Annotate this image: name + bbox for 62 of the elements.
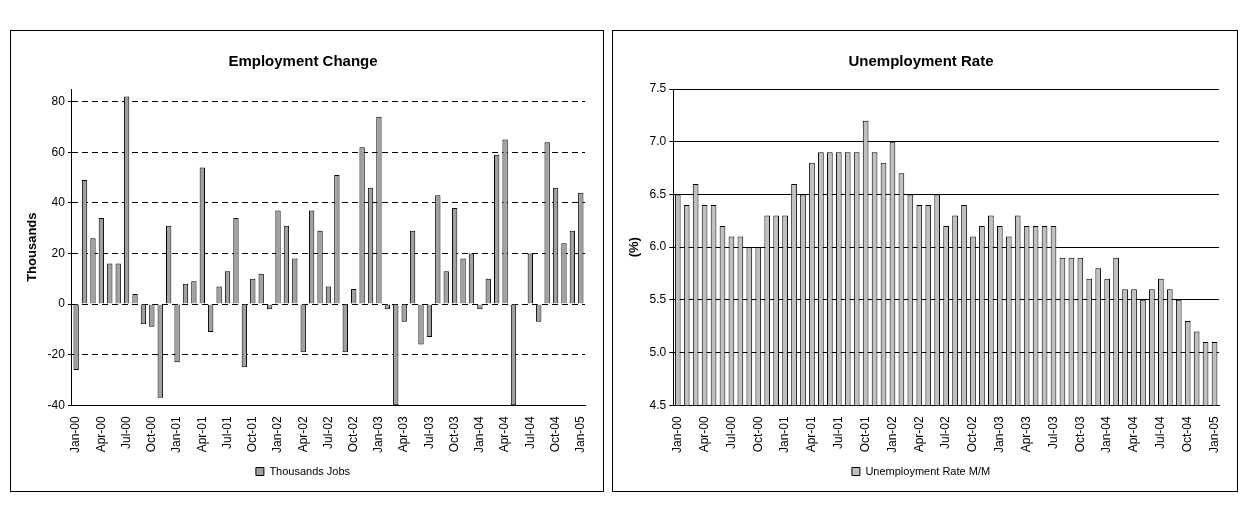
- x-tick-label: Apr-00: [93, 416, 108, 453]
- x-tick-label: Jul-04: [522, 415, 537, 449]
- y-tick-label: 6.5: [649, 186, 667, 201]
- x-tick-label: Oct-04: [1180, 415, 1194, 453]
- x-tick-label: Jul-00: [118, 415, 133, 449]
- x-tick-label: Oct-03: [446, 415, 461, 453]
- y-axis-title: Thousands: [24, 212, 40, 282]
- y-tick-label: 6.0: [649, 239, 667, 254]
- y-tick-label: 7.0: [649, 134, 667, 149]
- x-tick-label: Jan-04: [1099, 415, 1114, 454]
- x-tick-label: Oct-00: [144, 415, 159, 453]
- x-tick-label: Jan-02: [884, 415, 899, 454]
- x-tick-label: Jul-03: [1045, 415, 1060, 449]
- x-tick-label: Apr-03: [1018, 416, 1033, 453]
- y-tick-label: 20: [51, 245, 66, 260]
- x-tick-label: Jan-00: [670, 415, 685, 454]
- x-tick-label: Jan-04: [472, 415, 487, 454]
- x-tick-label: Oct-01: [245, 415, 260, 453]
- chart-title: Employment Change: [228, 52, 378, 70]
- x-tick-label: Jan-01: [777, 415, 792, 454]
- legend-label: Thousands Jobs: [269, 464, 351, 477]
- x-tick-label: Jul-01: [219, 415, 234, 449]
- y-tick-label: -20: [47, 347, 66, 362]
- x-tick-label: Jul-03: [421, 415, 436, 449]
- x-tick-label: Oct-00: [750, 415, 765, 453]
- x-tick-label: Jan-02: [270, 415, 285, 454]
- chart-title: Unemployment Rate: [848, 52, 994, 70]
- x-tick-label: Jan-05: [573, 415, 588, 454]
- y-tick-label: 60: [51, 144, 66, 159]
- x-tick-label: Jul-00: [723, 415, 738, 449]
- x-tick-label: Jul-02: [938, 415, 953, 449]
- y-tick-label: 5.5: [649, 292, 667, 307]
- x-tick-label: Apr-00: [696, 416, 711, 453]
- x-tick-label: Jul-02: [320, 415, 335, 449]
- y-tick-label: 7.5: [649, 81, 667, 96]
- y-tick-label: 0: [58, 296, 66, 311]
- x-tick-label: Apr-04: [497, 416, 512, 453]
- y-tick-label: 4.5: [649, 397, 667, 412]
- legend-label: Unemployment Rate M/M: [865, 464, 991, 477]
- x-tick-label: Jul-01: [831, 415, 846, 449]
- y-axis-title: (%): [626, 237, 642, 258]
- y-tick-label: 40: [51, 195, 66, 210]
- x-tick-label: Jul-04: [1153, 415, 1168, 449]
- x-tick-label: Jan-00: [68, 415, 83, 454]
- x-tick-label: Oct-02: [346, 415, 361, 453]
- y-tick-label: -40: [47, 397, 66, 412]
- y-tick-label: 5.0: [649, 344, 667, 359]
- x-tick-label: Apr-03: [396, 416, 411, 453]
- x-tick-label: Apr-02: [295, 416, 310, 453]
- x-tick-label: Apr-01: [194, 416, 209, 453]
- y-tick-label: 80: [51, 93, 66, 108]
- x-tick-label: Jan-03: [371, 415, 386, 454]
- x-tick-label: Apr-02: [911, 416, 926, 453]
- x-tick-label: Oct-04: [547, 415, 562, 453]
- x-tick-label: Oct-03: [1072, 415, 1087, 453]
- x-tick-label: Oct-02: [965, 415, 980, 453]
- x-tick-label: Jan-03: [992, 415, 1007, 454]
- x-tick-label: Apr-01: [804, 416, 819, 453]
- x-tick-label: Oct-01: [857, 415, 872, 453]
- x-tick-label: Jan-01: [169, 415, 184, 454]
- x-tick-label: Jan-05: [1206, 415, 1221, 454]
- x-tick-label: Apr-04: [1126, 416, 1141, 453]
